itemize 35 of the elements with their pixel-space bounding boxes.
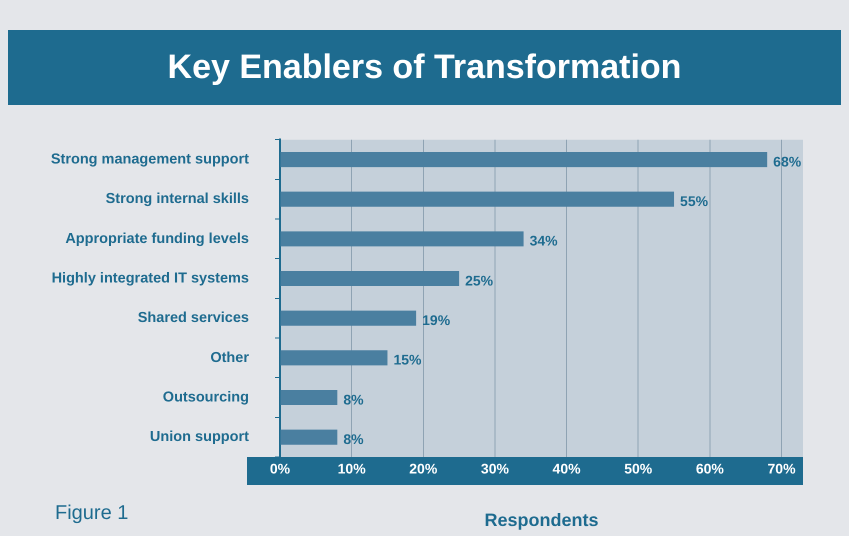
x-tick-label: 0% <box>270 460 291 476</box>
y-tick-label: Appropriate funding levels <box>65 230 249 247</box>
bar <box>280 192 674 207</box>
bar <box>280 390 338 406</box>
data-label: 55% <box>680 193 709 210</box>
bar <box>280 270 460 286</box>
data-label: 19% <box>422 312 451 328</box>
x-tick-label: 60% <box>696 460 724 476</box>
y-tick-label: Other <box>210 350 250 366</box>
bar <box>280 152 768 168</box>
bar <box>280 430 338 445</box>
caption: Figure 1 <box>55 502 128 525</box>
data-label: 8% <box>343 431 364 448</box>
y-tick-label: Outsourcing <box>162 390 249 406</box>
x-tick-label: 40% <box>552 460 582 476</box>
x-axis-title: Respondents <box>484 510 599 530</box>
bar <box>280 231 524 246</box>
x-tick-label: 30% <box>480 460 510 476</box>
data-label: 25% <box>465 272 494 288</box>
bar <box>280 350 388 366</box>
x-tick-label: 20% <box>409 460 438 476</box>
y-tick-label: Shared services <box>138 310 249 326</box>
data-label: 15% <box>393 352 422 368</box>
data-label: 8% <box>343 391 364 408</box>
data-label: 68% <box>773 153 802 170</box>
y-tick-label: Strong internal skills <box>106 191 249 208</box>
chart-title: Key Enablers of Transformation <box>8 30 841 105</box>
x-tick-label: 50% <box>624 460 653 476</box>
x-tick-label: 10% <box>338 460 366 476</box>
y-tick-label: Highly integrated IT systems <box>52 270 249 287</box>
y-tick-label: Union support <box>150 429 250 446</box>
x-tick-label: 70% <box>767 460 796 476</box>
data-label: 34% <box>530 232 558 249</box>
y-tick-label: Strong management support <box>50 152 250 168</box>
bar <box>280 310 416 326</box>
